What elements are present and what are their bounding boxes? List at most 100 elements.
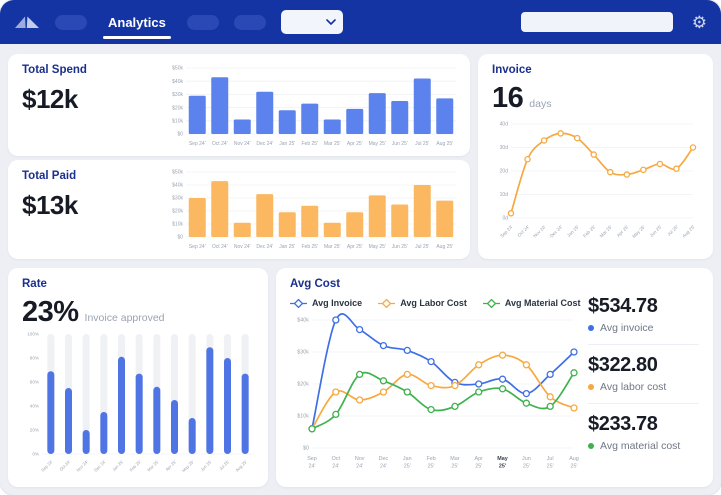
svg-text:Oct 24': Oct 24' (517, 224, 531, 238)
svg-text:$50k: $50k (172, 170, 183, 176)
svg-text:Mar 25': Mar 25' (324, 244, 341, 250)
tab-analytics[interactable]: Analytics (102, 0, 172, 44)
stat-value: $322.80 (588, 354, 658, 376)
avg-cost-legend: Avg Invoice Avg Labor Cost Avg Material … (290, 298, 581, 308)
rate-value: 23% (22, 296, 79, 328)
svg-text:Oct 24': Oct 24' (212, 244, 228, 250)
svg-text:30d: 30d (500, 145, 509, 151)
legend-item-avg-invoice[interactable]: Avg Invoice (290, 298, 362, 308)
top-navbar: Analytics ⚙ (0, 0, 721, 44)
legend-item-avg-labor-cost[interactable]: Avg Labor Cost (378, 298, 467, 308)
period-select[interactable] (280, 10, 343, 34)
invoice-title: Invoice (492, 64, 532, 76)
svg-text:$40k: $40k (172, 79, 183, 85)
svg-text:Dec 24': Dec 24' (256, 244, 273, 250)
invoice-card: Invoice 16 days 0d 10d 20d 30d 40d Sep 24' Oct… (478, 54, 713, 259)
svg-text:Jan 25': Jan 25' (111, 459, 124, 472)
stat-value: $534.78 (588, 295, 658, 317)
svg-text:Aug 25': Aug 25' (681, 224, 696, 239)
svg-text:$30k: $30k (172, 196, 183, 202)
legend-marker-diamond-icon (482, 298, 500, 308)
svg-text:Jun 25': Jun 25' (200, 459, 213, 472)
rate-bar-chart: 0% 20% 40% 60% 80% 100% Sep 24' Oct 24' Nov 24' D… (16, 326, 260, 484)
svg-text:May 25': May 25' (369, 141, 386, 147)
svg-text:40%: 40% (30, 404, 39, 409)
svg-text:100%: 100% (27, 332, 39, 337)
legend-marker-diamond-icon (290, 298, 307, 308)
svg-text:Feb 25': Feb 25' (301, 141, 318, 147)
stat-label: Avg material cost (600, 440, 681, 452)
svg-text:$10k: $10k (172, 222, 183, 228)
svg-text:Feb 25': Feb 25' (582, 224, 596, 238)
svg-text:Oct 24': Oct 24' (58, 459, 71, 472)
total-spend-value: $12k (22, 84, 78, 114)
svg-text:Apr 25': Apr 25' (616, 224, 630, 238)
total-spend-bar-chart: $0 $10k $20k $30k $40k $50k Sep 24' Oct 24' Nov … (154, 60, 462, 154)
stat-label: Avg labor cost (600, 381, 667, 393)
legend-label: Avg Invoice (312, 298, 363, 308)
total-paid-card: Total Paid $13k $0 $10k $20k $30k $40k $50k Se… (8, 160, 470, 259)
legend-marker-diamond-icon (378, 298, 396, 308)
svg-text:$20k: $20k (172, 105, 183, 111)
svg-text:$0: $0 (177, 132, 183, 138)
svg-text:Mar 25': Mar 25' (324, 141, 341, 147)
svg-text:0%: 0% (32, 452, 39, 457)
logo-umbrella-icon[interactable] (14, 14, 40, 30)
avg-cost-title: Avg Cost (290, 278, 341, 290)
nav-item-placeholder-1[interactable] (55, 14, 87, 30)
tab-analytics-label: Analytics (108, 14, 166, 30)
svg-text:20d: 20d (500, 169, 509, 175)
search-input[interactable] (533, 15, 670, 29)
svg-text:Feb 25': Feb 25' (301, 244, 318, 250)
blue-dot-icon (588, 325, 594, 331)
svg-text:20%: 20% (30, 428, 39, 433)
svg-text:Jul 25': Jul 25' (415, 141, 429, 147)
svg-text:Feb 25': Feb 25' (129, 459, 142, 472)
legend-item-avg-material-cost[interactable]: Avg Material Cost (482, 298, 581, 308)
svg-text:May 25': May 25' (369, 244, 386, 250)
svg-text:60%: 60% (30, 380, 39, 385)
total-paid-value: $13k (22, 190, 78, 220)
svg-text:Mar 25': Mar 25' (146, 459, 159, 472)
search-box[interactable] (520, 12, 673, 32)
svg-text:$40k: $40k (297, 318, 309, 324)
avg-cost-stats: $534.78 Avg invoice $322.80 Avg labor co… (588, 286, 699, 462)
svg-text:40d: 40d (500, 122, 509, 128)
svg-text:May 25': May 25' (631, 224, 646, 239)
stat-value: $233.78 (588, 413, 658, 435)
orange-dot-icon (588, 384, 594, 390)
svg-text:$10k: $10k (297, 414, 309, 420)
svg-text:$20k: $20k (172, 209, 183, 215)
gear-icon[interactable]: ⚙ (691, 12, 707, 32)
svg-text:Mar 25': Mar 25' (599, 224, 613, 238)
stat-avg-invoice: $534.78 Avg invoice (588, 286, 699, 344)
svg-text:Nov 24': Nov 24' (75, 459, 89, 473)
svg-text:Jan 25': Jan 25' (279, 244, 295, 250)
svg-text:$30k: $30k (297, 350, 309, 356)
svg-text:Nov 24': Nov 24' (234, 141, 251, 147)
svg-text:Sep 24': Sep 24' (189, 141, 206, 147)
nav-item-placeholder-3[interactable] (233, 14, 266, 30)
svg-text:10d: 10d (500, 192, 509, 198)
svg-text:Oct 24': Oct 24' (212, 141, 228, 147)
avg-cost-line-chart: $0 $10k $20k $30k $40k Sep 24' Oct 24' Nov 24' Dec 2… (282, 310, 582, 482)
svg-text:Sep 24': Sep 24' (40, 459, 54, 473)
legend-label: Avg Material Cost (504, 298, 581, 308)
svg-text:$40k: $40k (172, 183, 183, 189)
svg-text:Jun 25': Jun 25' (649, 224, 663, 238)
nav-item-placeholder-2[interactable] (186, 14, 219, 30)
svg-text:Nov 24': Nov 24' (532, 224, 547, 239)
svg-text:Jul 25': Jul 25' (218, 459, 230, 471)
svg-text:Dec 24': Dec 24' (549, 224, 564, 239)
total-spend-card: Total Spend $12k $0 $10k $20k $30k $40k $50k S… (8, 54, 470, 156)
svg-text:Jun 25': Jun 25' (392, 141, 408, 147)
